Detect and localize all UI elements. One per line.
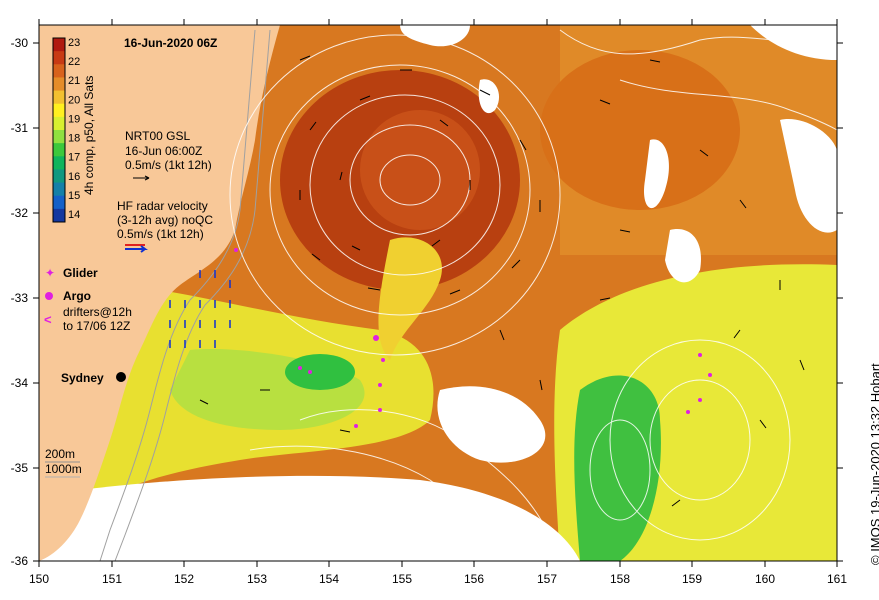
depth-label-1000: 1000m: [45, 462, 82, 476]
colorbar-swatch: [53, 143, 65, 157]
colorbar-tick-label: 20: [68, 94, 80, 106]
drifters-label-2: to 17/06 12Z: [63, 319, 130, 333]
credit-text: © IMOS 19-Jun-2020 13:32 Hobart: [868, 363, 879, 565]
radar-line3: 0.5m/s (1kt 12h): [117, 227, 204, 241]
drifter-icon: <: [44, 312, 52, 327]
map-title: 16-Jun-2020 06Z: [124, 36, 217, 50]
colorbar-frame: [52, 37, 66, 223]
colorbar-swatch: [53, 169, 65, 184]
colorbar-swatch: [53, 77, 65, 92]
gsl-line1: NRT00 GSL: [125, 129, 190, 143]
lat-label: -36: [11, 554, 29, 568]
lon-label: 157: [537, 572, 557, 586]
glider-icon: ✦: [45, 266, 55, 280]
colorbar: [52, 37, 66, 223]
radar-line2: (3-12h avg) noQC: [117, 213, 213, 227]
lat-label: -32: [11, 206, 29, 220]
colorbar-tick-label: 21: [68, 75, 80, 87]
cloud-mask: [39, 25, 837, 561]
depth-label-200: 200m: [45, 447, 75, 461]
colorbar-label: 4h comp, p50, All Sats: [82, 76, 96, 195]
colorbar-tick-label: 14: [68, 209, 80, 221]
colorbar-swatch: [53, 103, 65, 118]
colorbar-swatch: [53, 130, 65, 144]
plot-frame: [38, 24, 838, 562]
lon-label: 155: [392, 572, 412, 586]
lat-label: -31: [11, 121, 29, 135]
colorbar-swatch: [53, 64, 65, 78]
colorbar-swatch: [53, 208, 65, 223]
colorbar-tick-label: 19: [68, 113, 80, 125]
land: [39, 25, 280, 561]
drifters-label-1: drifters@12h: [63, 305, 132, 319]
velocity-arrows: [199, 55, 805, 507]
lon-label: 154: [319, 572, 339, 586]
colorbar-tick-label: 17: [68, 152, 80, 164]
argo-icon: [45, 292, 53, 300]
radar-arrow-icon: [125, 244, 148, 253]
ssh-contours: [229, 29, 837, 561]
gsl-line2: 16-Jun 06:00Z: [125, 144, 202, 158]
colorbar-swatch: [53, 51, 65, 65]
colorbar-swatch: [53, 90, 65, 105]
lon-label: 158: [610, 572, 630, 586]
sydney-label: Sydney: [61, 371, 104, 385]
lat-label: -34: [11, 376, 29, 390]
lon-label: 159: [682, 572, 702, 586]
lat-label: -35: [11, 461, 29, 475]
lon-label: 153: [247, 572, 267, 586]
colorbar-swatch: [53, 38, 65, 52]
colorbar-swatch: [53, 195, 65, 210]
glider-label: Glider: [63, 266, 98, 280]
lon-ticks: [33, 19, 843, 567]
lat-label: -30: [11, 36, 29, 50]
lon-label: 160: [755, 572, 775, 586]
lon-label: 156: [464, 572, 484, 586]
lon-label: 150: [29, 572, 49, 586]
sydney-marker: [116, 372, 126, 382]
colorbar-swatch: [53, 156, 65, 170]
drifter-markers: [234, 248, 712, 428]
argo-label: Argo: [63, 289, 91, 303]
colorbar-tick-label: 22: [68, 56, 80, 68]
radar-line1: HF radar velocity: [117, 199, 208, 213]
hf-radar-arrows: [169, 270, 231, 348]
colorbar-tick-label: 15: [68, 190, 80, 202]
colorbar-tick-label: 16: [68, 171, 80, 183]
colorbar-tick-label: 23: [68, 37, 80, 49]
lon-label: 152: [174, 572, 194, 586]
gsl-arrow-icon: [133, 175, 150, 181]
colorbar-swatch: [53, 182, 65, 197]
gsl-line3: 0.5m/s (1kt 12h): [125, 158, 212, 172]
lon-label: 161: [827, 572, 847, 586]
lat-label: -33: [11, 291, 29, 305]
lon-label: 151: [102, 572, 122, 586]
colorbar-swatch: [53, 116, 65, 131]
colorbar-tick-label: 18: [68, 133, 80, 145]
